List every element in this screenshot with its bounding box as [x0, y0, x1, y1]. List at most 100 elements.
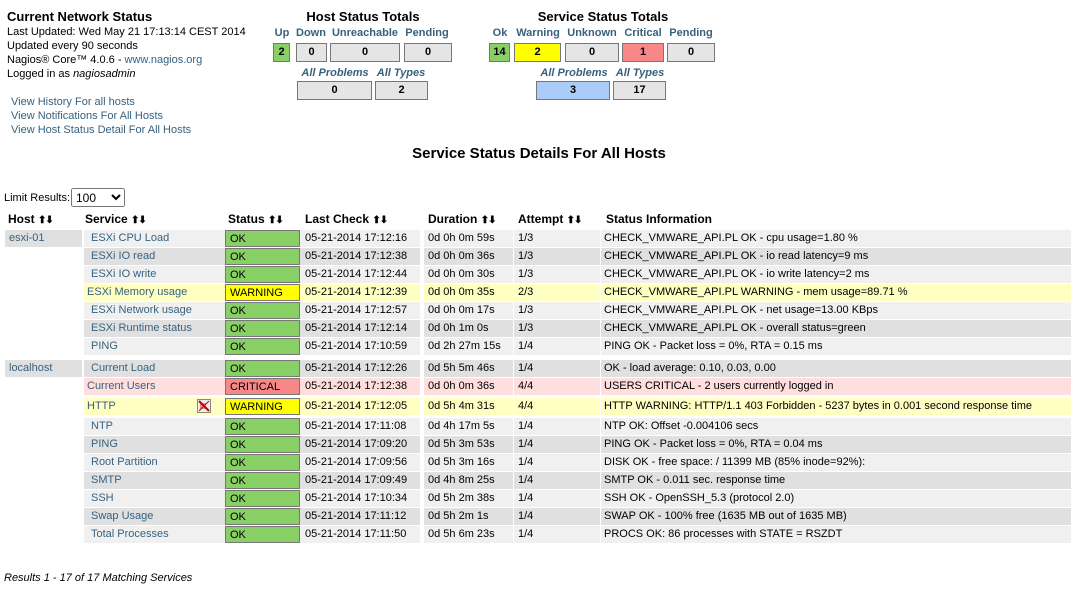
- host-name-link[interactable]: localhost: [5, 360, 82, 377]
- last-check-cell: 05-21-2014 17:12:26: [300, 360, 420, 377]
- last-check-cell: 05-21-2014 17:10:59: [300, 338, 420, 355]
- attempt-cell: 1/4: [514, 472, 600, 489]
- host-header-label: Host: [8, 212, 35, 226]
- table-row: ESXi Runtime status OK 05-21-2014 17:12:14…: [3, 320, 1071, 337]
- service-warning-label[interactable]: Warning: [516, 27, 560, 39]
- service-name-link[interactable]: PING: [84, 338, 225, 355]
- host-unreachable-label[interactable]: Unreachable: [331, 27, 399, 39]
- duration-cell: 0d 0h 0m 36s: [424, 248, 513, 265]
- service-name-link[interactable]: ESXi IO read: [84, 248, 225, 265]
- service-all-problems-count[interactable]: 3: [536, 81, 610, 100]
- attempt-cell: 4/4: [514, 398, 600, 415]
- status-info-cell: PROCS OK: 86 processes with STATE = RSZD…: [601, 526, 1071, 543]
- attempt-cell: 1/4: [514, 490, 600, 507]
- column-header-status: Status ⬆⬇: [228, 212, 284, 226]
- service-pending-label[interactable]: Pending: [669, 27, 713, 39]
- host-name-link: [5, 266, 82, 283]
- attempt-cell: 1/4: [514, 360, 600, 377]
- host-all-types-label[interactable]: All Types: [376, 67, 426, 79]
- results-count-text: Results 1 - 17 of 17 Matching Services: [4, 572, 193, 584]
- host-name-link: [5, 248, 82, 265]
- last-check-cell: 05-21-2014 17:12:39: [300, 284, 420, 301]
- nagios-org-link[interactable]: www.nagios.org: [124, 54, 203, 66]
- view-history-link[interactable]: View History For all hosts: [11, 96, 135, 108]
- table-row: HTTP WARNING 05-21-2014 17:12:05 0d 5h 4m 3…: [3, 398, 1071, 415]
- service-all-types-count[interactable]: 17: [613, 81, 666, 100]
- service-sort-arrows-icon[interactable]: ⬆⬇: [131, 215, 147, 226]
- attempt-cell: 1/3: [514, 320, 600, 337]
- attempt-cell: 1/3: [514, 230, 600, 247]
- last-check-cell: 05-21-2014 17:09:56: [300, 454, 420, 471]
- notifications-disabled-icon[interactable]: [197, 399, 211, 413]
- service-name-link[interactable]: ESXi IO write: [84, 266, 225, 283]
- service-name-link[interactable]: HTTP: [84, 398, 225, 415]
- duration-cell: 0d 0h 0m 30s: [424, 266, 513, 283]
- view-notifications-link[interactable]: View Notifications For All Hosts: [11, 110, 164, 122]
- service-totals-title: Service Status Totals: [537, 9, 669, 24]
- last-check-cell: 05-21-2014 17:12:16: [300, 230, 420, 247]
- service-ok-count[interactable]: 14: [489, 43, 510, 62]
- host-all-types-count[interactable]: 2: [375, 81, 428, 100]
- service-name-link[interactable]: ESXi Memory usage: [84, 284, 225, 301]
- service-name-link[interactable]: Current Load: [84, 360, 225, 377]
- host-up-count[interactable]: 2: [273, 43, 290, 62]
- last-check-cell: 05-21-2014 17:11:12: [300, 508, 420, 525]
- table-row: SSH OK 05-21-2014 17:10:34 0d 5h 2m 38s 1/4 S…: [3, 490, 1071, 507]
- status-sort-arrows-icon[interactable]: ⬆⬇: [268, 215, 284, 226]
- duration-sort-arrows-icon[interactable]: ⬆⬇: [480, 215, 497, 226]
- logged-in-line: Logged in as nagiosadmin: [7, 67, 135, 81]
- service-header-label: Service: [85, 212, 128, 226]
- host-sort-arrows-icon[interactable]: ⬆⬇: [38, 215, 54, 226]
- service-all-problems-label[interactable]: All Problems: [540, 67, 608, 79]
- service-name-link[interactable]: ESXi Network usage: [84, 302, 225, 319]
- limit-results-wrapper: 100: [71, 188, 125, 207]
- page-info-title: Current Network Status: [7, 9, 153, 24]
- attempt-cell: 4/4: [514, 378, 600, 395]
- duration-cell: 0d 5h 5m 46s: [424, 360, 513, 377]
- service-name-link[interactable]: SMTP: [84, 472, 225, 489]
- service-unknown-count[interactable]: 0: [565, 43, 619, 62]
- status-info-cell: SWAP OK - 100% free (1635 MB out of 1635…: [601, 508, 1071, 525]
- host-unreachable-count[interactable]: 0: [330, 43, 400, 62]
- status-info-cell: SMTP OK - 0.011 sec. response time: [601, 472, 1071, 489]
- service-name-link[interactable]: ESXi Runtime status: [84, 320, 225, 337]
- service-name-link[interactable]: Current Users: [84, 378, 225, 395]
- status-header-label: Status: [228, 212, 265, 226]
- host-pending-label[interactable]: Pending: [405, 27, 449, 39]
- page-title: Service Status Details For All Hosts: [412, 145, 666, 162]
- host-all-problems-label[interactable]: All Problems: [301, 67, 369, 79]
- host-down-label[interactable]: Down: [296, 27, 326, 39]
- service-name-link[interactable]: NTP: [84, 418, 225, 435]
- host-up-label[interactable]: Up: [274, 27, 290, 39]
- duration-cell: 0d 4h 8m 25s: [424, 472, 513, 489]
- last-check-sort-arrows-icon[interactable]: ⬆⬇: [372, 215, 388, 226]
- service-name-link[interactable]: Root Partition: [84, 454, 225, 471]
- service-name-link[interactable]: PING: [84, 436, 225, 453]
- service-name-link[interactable]: SSH: [84, 490, 225, 507]
- column-header-attempt: Attempt ⬆⬇: [518, 212, 583, 226]
- service-critical-count[interactable]: 1: [622, 43, 664, 62]
- attempt-sort-arrows-icon[interactable]: ⬆⬇: [566, 215, 583, 226]
- service-name-link[interactable]: Swap Usage: [84, 508, 225, 525]
- status-info-cell: USERS CRITICAL - 2 users currently logge…: [601, 378, 1071, 395]
- service-pending-count[interactable]: 0: [667, 43, 715, 62]
- host-name-link[interactable]: esxi-01: [5, 230, 82, 247]
- limit-results-select[interactable]: 100: [71, 188, 125, 207]
- status-info-cell: CHECK_VMWARE_API.PL OK - overall status=…: [601, 320, 1071, 337]
- service-unknown-label[interactable]: Unknown: [567, 27, 617, 39]
- status-badge: OK: [225, 302, 300, 319]
- host-all-problems-count[interactable]: 0: [297, 81, 372, 100]
- service-name-link[interactable]: Total Processes: [84, 526, 225, 543]
- host-pending-count[interactable]: 0: [404, 43, 452, 62]
- view-host-status-link[interactable]: View Host Status Detail For All Hosts: [11, 124, 192, 136]
- service-critical-label[interactable]: Critical: [624, 27, 662, 39]
- service-ok-label[interactable]: Ok: [492, 27, 508, 39]
- status-info-cell: SSH OK - OpenSSH_5.3 (protocol 2.0): [601, 490, 1071, 507]
- status-badge: OK: [225, 526, 300, 543]
- service-name-link[interactable]: ESXi CPU Load: [84, 230, 225, 247]
- service-all-types-label[interactable]: All Types: [615, 67, 665, 79]
- host-down-count[interactable]: 0: [296, 43, 327, 62]
- core-version-line: Nagios® Core™ 4.0.6 - www.nagios.org: [7, 53, 202, 67]
- service-warning-count[interactable]: 2: [514, 43, 561, 62]
- table-row: localhost Current Load OK 05-21-2014 17:12:…: [3, 360, 1071, 377]
